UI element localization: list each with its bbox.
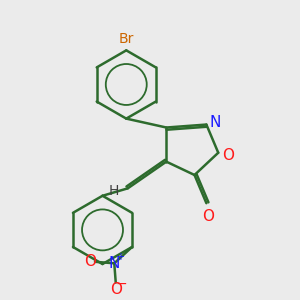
Text: O: O [202, 208, 214, 224]
Text: −: − [116, 277, 127, 291]
Text: O: O [84, 254, 96, 269]
Text: O: O [110, 282, 122, 297]
Text: N: N [109, 256, 120, 271]
Text: O: O [222, 148, 234, 163]
Text: Br: Br [118, 32, 134, 46]
Text: H: H [109, 184, 119, 198]
Text: N: N [209, 115, 221, 130]
Text: +: + [116, 252, 124, 262]
